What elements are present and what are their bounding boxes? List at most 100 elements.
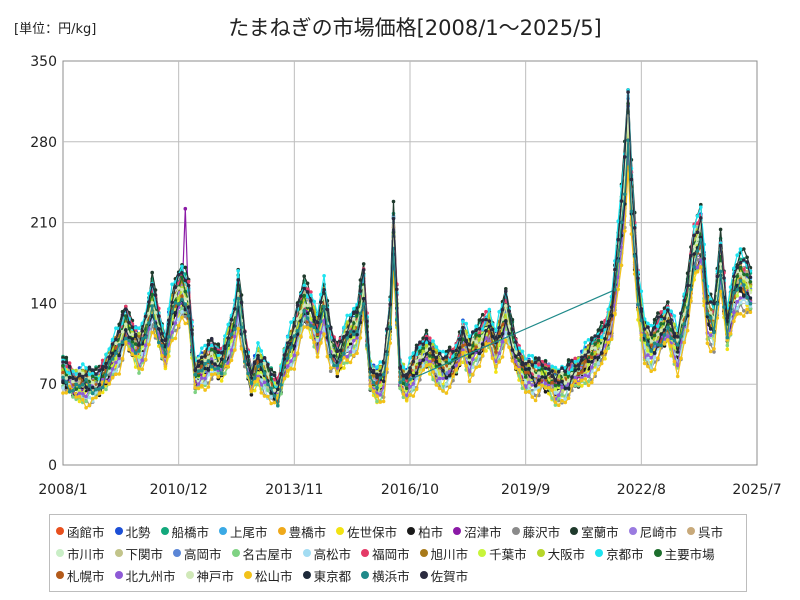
data-point	[74, 387, 78, 391]
data-point	[342, 366, 346, 370]
data-point	[345, 348, 350, 353]
data-point	[90, 374, 95, 379]
data-point	[596, 338, 601, 343]
data-point	[408, 356, 412, 360]
data-point	[474, 324, 478, 329]
data-point	[226, 322, 230, 327]
series-group	[61, 88, 753, 410]
data-point	[421, 336, 426, 341]
data-point	[669, 309, 673, 314]
data-point	[652, 317, 657, 322]
data-point	[213, 350, 217, 354]
data-point	[71, 395, 75, 399]
data-point	[494, 328, 498, 333]
data-point	[183, 289, 188, 294]
data-point	[229, 339, 234, 343]
data-point	[738, 247, 743, 251]
data-point	[695, 214, 700, 218]
data-point	[695, 221, 700, 225]
data-point	[672, 314, 677, 318]
data-point	[735, 253, 739, 257]
data-point	[216, 342, 221, 347]
data-point	[646, 348, 650, 353]
data-point	[100, 358, 105, 363]
data-point	[474, 333, 478, 337]
data-point	[64, 355, 69, 360]
data-point	[735, 294, 739, 298]
data-point	[124, 304, 128, 309]
data-point	[599, 320, 604, 325]
data-point	[61, 363, 65, 368]
data-point	[444, 349, 449, 354]
data-point	[652, 355, 657, 360]
data-point	[176, 296, 181, 301]
data-point	[431, 377, 435, 382]
data-point	[269, 377, 274, 381]
data-point	[431, 339, 435, 343]
data-point	[428, 354, 432, 358]
data-point	[480, 312, 485, 317]
data-point	[732, 266, 736, 271]
data-point	[547, 364, 551, 369]
data-point	[725, 347, 730, 352]
data-point	[444, 371, 449, 376]
data-point	[639, 289, 644, 294]
data-point	[596, 361, 601, 366]
data-point	[745, 286, 749, 290]
data-point	[223, 334, 227, 338]
data-point	[355, 314, 359, 318]
data-point	[467, 334, 472, 339]
data-point	[167, 307, 171, 311]
data-point	[421, 346, 426, 350]
data-point	[84, 366, 88, 370]
data-point	[464, 321, 469, 326]
data-point	[206, 338, 211, 343]
data-point	[497, 310, 502, 314]
data-point	[590, 352, 594, 356]
data-point	[216, 353, 221, 358]
data-point	[596, 343, 601, 348]
data-point	[64, 373, 69, 378]
data-point	[649, 352, 653, 356]
data-point	[348, 313, 353, 317]
data-point	[560, 393, 564, 397]
data-point	[444, 382, 449, 387]
data-point	[606, 307, 611, 312]
data-point	[322, 274, 326, 278]
data-point	[137, 355, 141, 359]
data-point	[81, 362, 85, 366]
data-point	[67, 361, 72, 365]
data-point	[61, 370, 65, 375]
data-point	[256, 371, 260, 375]
data-point	[315, 338, 320, 343]
data-point	[64, 386, 69, 390]
data-point	[494, 370, 498, 374]
data-point	[553, 391, 558, 395]
data-point	[104, 387, 108, 392]
data-point	[735, 274, 739, 279]
data-point	[114, 346, 118, 350]
data-point	[725, 343, 730, 348]
data-point	[391, 199, 396, 204]
data-point	[110, 337, 115, 342]
data-point	[345, 320, 350, 324]
data-point	[328, 369, 333, 374]
data-point	[699, 205, 703, 209]
y-tick-label: 350	[30, 54, 57, 70]
data-point	[309, 290, 313, 294]
data-point	[87, 395, 92, 400]
data-point	[299, 300, 303, 305]
data-point	[94, 367, 98, 371]
data-point	[437, 372, 442, 376]
data-point	[424, 328, 429, 333]
data-point	[573, 356, 577, 361]
data-point	[200, 346, 204, 351]
data-point	[193, 390, 197, 395]
data-point	[447, 345, 452, 350]
data-point	[566, 371, 571, 375]
unit-label: [単位：円/kg]	[14, 22, 97, 37]
data-point	[180, 306, 184, 311]
data-point	[249, 393, 254, 397]
data-point	[728, 285, 733, 289]
data-point	[708, 342, 713, 347]
